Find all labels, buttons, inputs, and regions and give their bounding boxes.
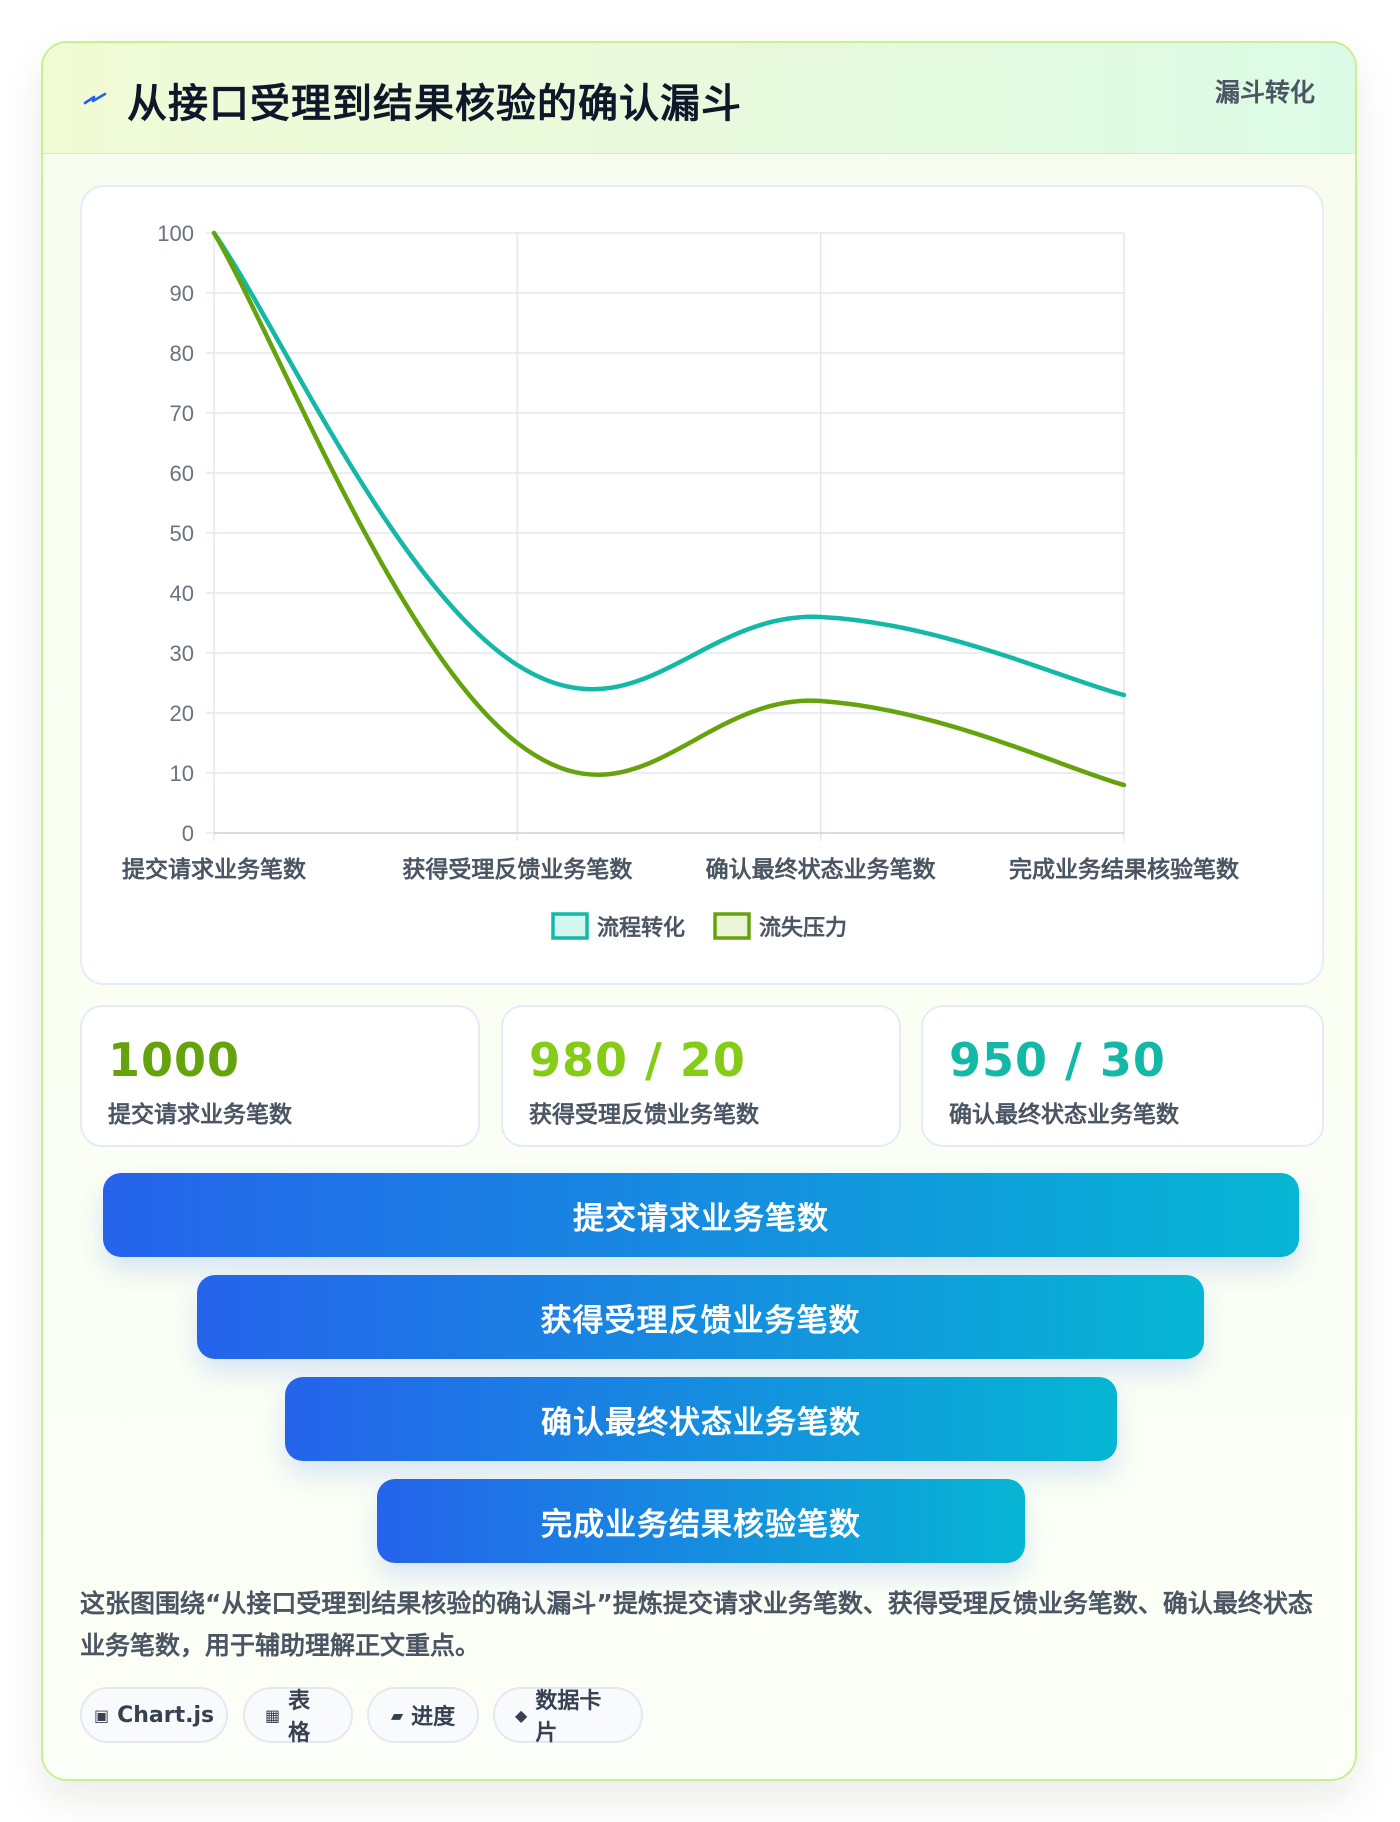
y-tick-label: 80: [170, 341, 194, 366]
y-tick-label: 90: [170, 281, 194, 306]
funnel-stage: 获得受理反馈业务笔数: [197, 1275, 1204, 1359]
stat-card: 1000 提交请求业务笔数: [80, 1005, 480, 1147]
chart-panel: 0 10 20 30 40 50 60 70 80 90 100 提交请求业务笔数 获得受理反馈业务笔数…: [80, 185, 1324, 985]
funnel-stage: 完成业务结果核验笔数: [377, 1479, 1025, 1563]
x-tick-label: 获得受理反馈业务笔数: [402, 856, 633, 883]
x-tick-label: 确认最终状态业务笔数: [706, 856, 937, 883]
chip-data-cards[interactable]: ◆ 数据卡片: [493, 1687, 643, 1746]
y-tick-label: 70: [170, 401, 194, 426]
series-line-loss: [211, 230, 1127, 788]
y-tick-label: 30: [170, 641, 194, 666]
funnel-stage: 提交请求业务笔数: [103, 1173, 1299, 1257]
stat-value: 950 / 30: [949, 1033, 1166, 1087]
y-tick-label: 40: [170, 581, 194, 606]
funnel-card: 从接口受理到结果核验的确认漏斗 漏斗转化 0 10 20 30 40 50 60 70 80 90…: [41, 41, 1357, 1781]
chip-label: 数据卡片: [535, 1689, 602, 1746]
x-tick-label: 完成业务结果核验笔数: [1009, 856, 1240, 883]
stat-card: 980 / 20 获得受理反馈业务笔数: [501, 1005, 901, 1147]
grid-icon: ▦: [265, 1705, 281, 1725]
line-chart: 0 10 20 30 40 50 60 70 80 90 100 提交请求业务笔数 获得受理反馈业务笔数…: [122, 221, 1240, 941]
diamond-icon: ◆: [515, 1705, 528, 1725]
chart-description: 这张图围绕“从接口受理到结果核验的确认漏斗”提炼提交请求业务笔数、获得受理反馈业…: [80, 1589, 1313, 1660]
y-tick-label: 100: [157, 221, 194, 246]
chip-progress[interactable]: ▰ 进度: [367, 1687, 479, 1743]
y-tick-label: 0: [182, 821, 194, 846]
chip-label: 进度: [411, 1705, 456, 1730]
x-tick-label: 提交请求业务笔数: [122, 856, 307, 883]
stat-label: 获得受理反馈业务笔数: [529, 1102, 759, 1128]
stat-card: 950 / 30 确认最终状态业务笔数: [921, 1005, 1324, 1147]
stat-label: 确认最终状态业务笔数: [949, 1102, 1179, 1128]
y-tick-label: 60: [170, 461, 194, 486]
chip-label: 表格: [288, 1689, 311, 1746]
card-title: 从接口受理到结果核验的确认漏斗: [127, 81, 742, 127]
y-tick-label: 50: [170, 521, 194, 546]
y-tick-label: 20: [170, 701, 194, 726]
series-line-conversion: [211, 230, 1127, 698]
legend-swatch: [713, 912, 751, 940]
y-tick-label: 10: [170, 761, 194, 786]
card-tag: 漏斗转化: [1214, 78, 1315, 107]
stat-label: 提交请求业务笔数: [108, 1102, 292, 1128]
chip-chartjs[interactable]: ▣ Chart.js: [80, 1687, 228, 1743]
progress-icon: ▰: [390, 1705, 404, 1725]
funnel-stage: 确认最终状态业务笔数: [285, 1377, 1117, 1461]
stat-value: 980 / 20: [529, 1033, 746, 1087]
stat-value: 1000: [108, 1033, 241, 1087]
chip-table[interactable]: ▦ 表格: [243, 1687, 353, 1746]
square-icon: ▣: [93, 1705, 110, 1725]
legend-swatch: [551, 912, 589, 940]
legend-label: 流失压力: [759, 915, 847, 941]
legend-label: 流程转化: [597, 915, 685, 941]
chip-label: Chart.js: [117, 1702, 215, 1728]
card-header: 从接口受理到结果核验的确认漏斗 漏斗转化: [43, 43, 1355, 154]
lightning-icon: [83, 92, 107, 105]
